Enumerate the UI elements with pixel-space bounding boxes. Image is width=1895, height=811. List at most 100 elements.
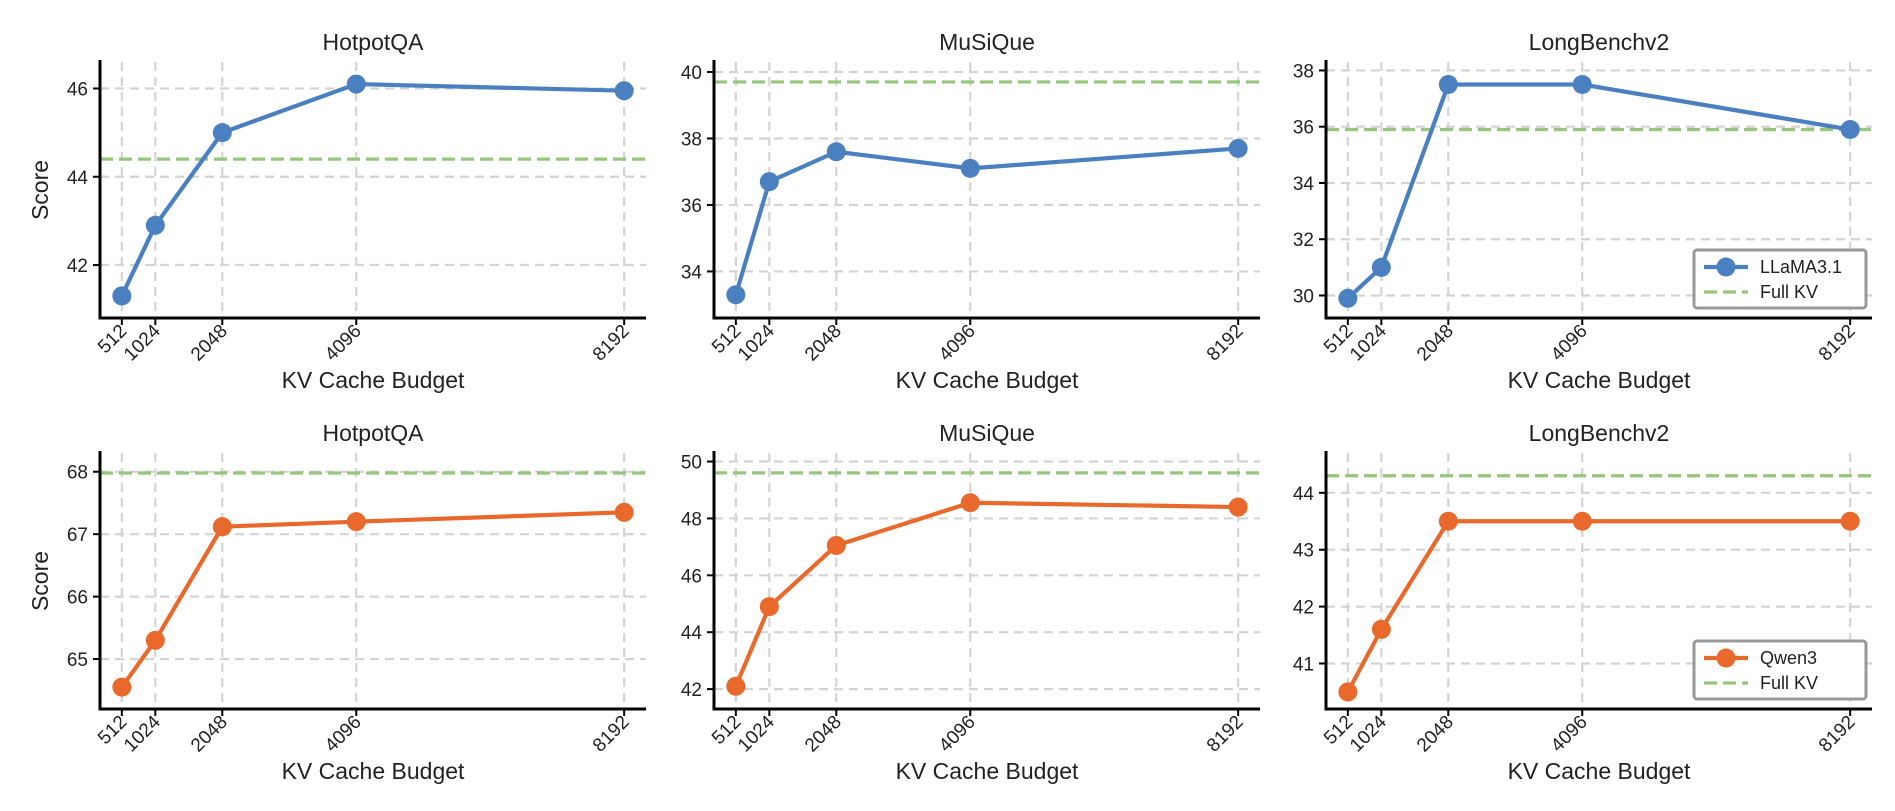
panel5-xtick-label-3: 4096 bbox=[935, 712, 980, 757]
panel5-point-1024 bbox=[759, 597, 779, 617]
panel3-xtick-label-3: 4096 bbox=[1547, 321, 1592, 366]
panel5-ytick-label-3: 48 bbox=[681, 509, 702, 530]
panel1-point-4096 bbox=[346, 74, 366, 94]
panel4-xtick-label-1: 1024 bbox=[120, 711, 165, 756]
panel1-point-1024 bbox=[145, 215, 165, 235]
panel2-point-512 bbox=[726, 285, 746, 305]
panel3-xtick-label-4: 8192 bbox=[1815, 321, 1860, 366]
panel4-point-2048 bbox=[212, 517, 232, 537]
panel6-legend-fullkv-label: Full KV bbox=[1760, 673, 1818, 693]
panel5-xtick-label-4: 8192 bbox=[1203, 712, 1248, 757]
panel3-xlabel: KV Cache Budget bbox=[1508, 367, 1691, 393]
panel4-xlabel: KV Cache Budget bbox=[282, 758, 465, 784]
panel6-xtick-label-1: 1024 bbox=[1346, 711, 1391, 756]
panel1-xtick-label-3: 4096 bbox=[321, 321, 366, 366]
panel3-point-512 bbox=[1338, 288, 1358, 308]
panel2-xtick-label-1: 1024 bbox=[734, 320, 779, 365]
panel4-point-8192 bbox=[614, 502, 634, 522]
panel6-xtick-label-3: 4096 bbox=[1547, 712, 1592, 757]
panel1-ytick-label-0: 42 bbox=[67, 256, 88, 277]
panel3-point-2048 bbox=[1438, 75, 1458, 95]
panel3-title: LongBenchv2 bbox=[1529, 29, 1670, 55]
panel4-ytick-label-3: 68 bbox=[67, 463, 88, 484]
panel1-ylabel: Score bbox=[27, 160, 53, 220]
panel1-ytick-label-2: 46 bbox=[67, 79, 88, 100]
panel4-xtick-label-2: 2048 bbox=[187, 712, 232, 757]
panel6-xtick-label-2: 2048 bbox=[1413, 712, 1458, 757]
panel5-point-512 bbox=[726, 676, 746, 696]
panel4-title: HotpotQA bbox=[323, 420, 425, 446]
panel3-ytick-label-0: 30 bbox=[1293, 286, 1314, 307]
panel2-title: MuSiQue bbox=[939, 29, 1035, 55]
panel6-ytick-label-0: 41 bbox=[1293, 654, 1314, 675]
panel2-ytick-label-1: 36 bbox=[681, 196, 702, 217]
panel3-ytick-label-4: 38 bbox=[1293, 61, 1314, 82]
panel4-ytick-label-0: 65 bbox=[67, 650, 88, 671]
panel6-point-512 bbox=[1338, 682, 1358, 702]
panel2-point-8192 bbox=[1228, 138, 1248, 158]
panel4-point-1024 bbox=[145, 630, 165, 650]
panel1-title: HotpotQA bbox=[323, 29, 425, 55]
panel2-ytick-label-3: 40 bbox=[681, 63, 702, 84]
panel3-legend: LLaMA3.1 Full KV bbox=[1692, 248, 1868, 310]
panel4-ytick-label-1: 66 bbox=[67, 588, 88, 609]
panel6-legend: Qwen3 Full KV bbox=[1692, 639, 1868, 701]
panel1-ytick-label-1: 44 bbox=[67, 168, 89, 189]
panel5-point-4096 bbox=[960, 493, 980, 513]
panel6-point-1024 bbox=[1371, 619, 1391, 639]
panel2-ytick-label-0: 34 bbox=[681, 262, 703, 283]
panel6-title: LongBenchv2 bbox=[1529, 420, 1670, 446]
panel2-xlabel: KV Cache Budget bbox=[896, 367, 1079, 393]
panel5-xlabel: KV Cache Budget bbox=[896, 758, 1079, 784]
panel6-ytick-label-3: 44 bbox=[1293, 484, 1315, 505]
panel5-title: MuSiQue bbox=[939, 420, 1035, 446]
panel3-ytick-label-3: 36 bbox=[1293, 118, 1314, 139]
panel5-series-line bbox=[733, 500, 1239, 688]
panel2-point-2048 bbox=[826, 142, 846, 162]
panel3-legend-series-marker bbox=[1716, 257, 1736, 277]
panel4-xtick-label-4: 8192 bbox=[589, 712, 634, 757]
panel2-ytick-label-2: 38 bbox=[681, 129, 702, 150]
panel1-point-8192 bbox=[614, 81, 634, 101]
panel6-xtick-label-4: 8192 bbox=[1815, 712, 1860, 757]
panel6-ytick-label-2: 43 bbox=[1293, 541, 1314, 562]
panel3-ytick-label-1: 32 bbox=[1293, 230, 1314, 251]
panel1-xtick-label-1: 1024 bbox=[120, 320, 165, 365]
panel6-legend-box bbox=[1692, 639, 1868, 701]
panel6-ytick-label-1: 42 bbox=[1293, 598, 1314, 619]
panel5-ytick-label-1: 44 bbox=[681, 623, 703, 644]
panel3-xtick-label-1: 1024 bbox=[1346, 320, 1391, 365]
panel1-point-2048 bbox=[212, 123, 232, 143]
panel5-point-2048 bbox=[826, 535, 846, 555]
panel3-ytick-label-2: 34 bbox=[1293, 174, 1315, 195]
panel6-legend-series-marker bbox=[1716, 648, 1736, 668]
panel6-point-2048 bbox=[1438, 511, 1458, 531]
panel4-point-4096 bbox=[346, 512, 366, 532]
panel5-xtick-label-2: 2048 bbox=[801, 712, 846, 757]
panel3-point-1024 bbox=[1371, 257, 1391, 277]
panel6-point-8192 bbox=[1840, 511, 1860, 531]
panel3-xtick-label-2: 2048 bbox=[1413, 321, 1458, 366]
panel2-xtick-label-2: 2048 bbox=[801, 321, 846, 366]
panel2-series-line bbox=[733, 146, 1239, 296]
panel5-ytick-label-4: 50 bbox=[681, 453, 702, 474]
panel3-legend-fullkv-label: Full KV bbox=[1760, 282, 1818, 302]
panel3-point-4096 bbox=[1572, 75, 1592, 95]
panel4-series-line bbox=[120, 510, 625, 689]
panel2-xtick-label-4: 8192 bbox=[1203, 321, 1248, 366]
panel2-xtick-label-3: 4096 bbox=[935, 321, 980, 366]
panel3-legend-box bbox=[1692, 248, 1868, 310]
panel2-point-1024 bbox=[759, 172, 779, 192]
panel5-point-8192 bbox=[1228, 497, 1248, 517]
panel6-xlabel: KV Cache Budget bbox=[1508, 758, 1691, 784]
panel4-xtick-label-3: 4096 bbox=[321, 712, 366, 757]
panel4-ytick-label-2: 67 bbox=[67, 525, 88, 546]
panel6-legend-series-label: Qwen3 bbox=[1760, 648, 1817, 668]
